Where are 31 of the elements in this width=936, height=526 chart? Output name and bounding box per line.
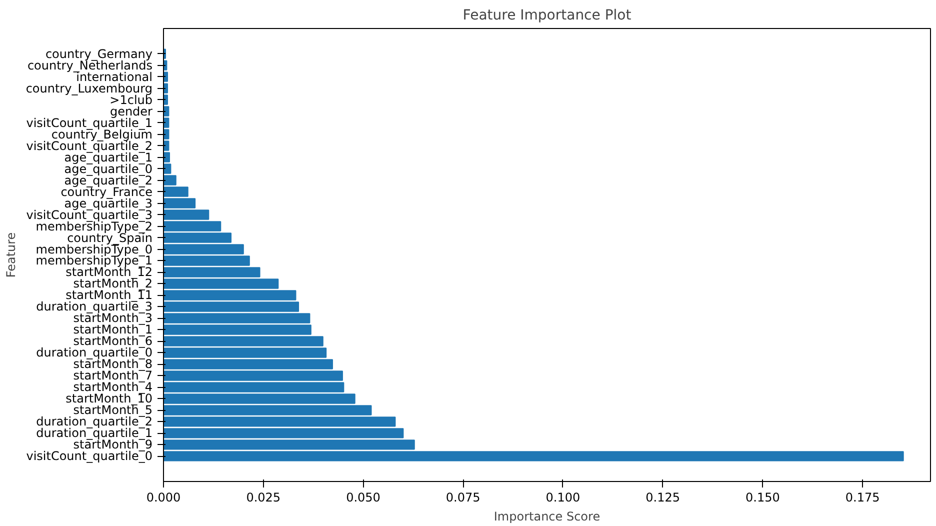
y-tick-label: duration_quartile_1 — [36, 426, 153, 440]
y-tick-label: duration_quartile_0 — [36, 346, 153, 360]
y-tick-label: startMonth_2 — [73, 276, 153, 291]
y-tick-label: country_Luxembourg — [26, 81, 153, 96]
x-tick-label: 0.025 — [246, 490, 281, 504]
chart-title: Feature Importance Plot — [462, 8, 632, 24]
y-tick-label: startMonth_3 — [73, 311, 153, 326]
y-tick-label: startMonth_6 — [73, 334, 153, 348]
y-tick-label: startMonth_11 — [66, 288, 153, 302]
x-tick-label: 0.050 — [346, 490, 380, 504]
x-axis-title: Importance Score — [494, 510, 600, 524]
x-tick-label: 0.075 — [446, 490, 480, 504]
y-tick-label: startMonth_10 — [66, 392, 153, 406]
y-tick-label: gender — [110, 104, 153, 118]
y-axis-title: Feature — [4, 232, 18, 278]
x-tick-label: 0.100 — [546, 490, 580, 504]
y-tick-label: startMonth_4 — [73, 380, 153, 394]
y-tick-label: startMonth_1 — [73, 322, 153, 337]
x-tick-label: 0.150 — [746, 490, 780, 504]
x-tick-label: 0.000 — [146, 490, 181, 504]
x-tick-label: 0.125 — [646, 490, 680, 504]
y-tick-label: startMonth_5 — [73, 403, 153, 418]
y-tick-label: membershipType_1 — [36, 254, 152, 268]
y-tick-label: startMonth_8 — [73, 357, 153, 372]
x-tick-label: 0.175 — [845, 490, 880, 504]
y-tick-label: visitCount_quartile_0 — [26, 449, 152, 464]
y-tick-label: startMonth_9 — [73, 438, 153, 452]
y-tick-label: country_Germany — [45, 46, 152, 61]
y-tick-label: startMonth_7 — [73, 368, 153, 383]
y-tick-label: duration_quartile_3 — [36, 300, 153, 314]
y-tick-label: duration_quartile_2 — [36, 414, 153, 429]
